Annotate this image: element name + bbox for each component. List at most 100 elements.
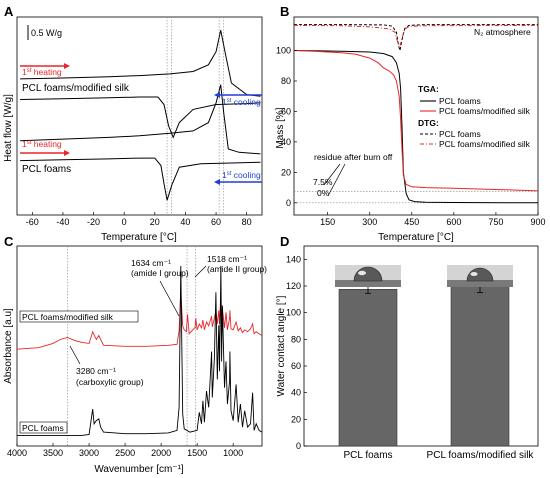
a-xtick-label-0: -60 xyxy=(26,217,39,227)
residue-arrow-2 xyxy=(327,163,346,197)
b-ytick-label-0: 0 xyxy=(286,198,291,208)
c-xtick-label-2: 3000 xyxy=(79,448,99,458)
b-xtick-label-4: 750 xyxy=(488,217,503,227)
curve-label-box-pcl xyxy=(19,421,68,434)
d-ytick-label-7: 140 xyxy=(286,254,301,264)
panel-a-y-label: Heat flow [W/g] xyxy=(3,94,14,162)
a-xtick-label-7: 80 xyxy=(242,217,252,227)
a-xtick-label-3: 0 xyxy=(122,217,127,227)
b-ytick-label-5: 100 xyxy=(276,46,291,56)
category-label-0: PCL foams xyxy=(343,450,392,461)
dsc-curve-1 xyxy=(20,96,261,139)
panel-b-residue-lines xyxy=(294,191,538,204)
a-xtick-label-5: 40 xyxy=(180,217,190,227)
d-ytick-label-0: 0 xyxy=(296,441,301,451)
d-ytick-label-2: 40 xyxy=(291,388,301,398)
panel-c-x-ticks: 4000 3500 3000 2500 2000 1500 1000 xyxy=(7,443,243,458)
droplet-image-silk xyxy=(447,265,513,287)
tga-curve-0 xyxy=(293,50,539,204)
heating-label-lower: 1st heating xyxy=(22,139,62,149)
panel-c-label: C xyxy=(4,234,14,249)
panel-b-ticks: 150 300 450 600 750 900 0 20 40 60 80 100 xyxy=(276,46,546,227)
b-xtick-label-0: 150 xyxy=(320,217,335,227)
b-ytick-label-1: 20 xyxy=(281,167,291,177)
b-ytick-label-4: 80 xyxy=(281,76,291,86)
heating-arrow-upper: 1st heating xyxy=(20,63,70,77)
legend-tga-silk: PCL foams/modified silk xyxy=(439,106,531,116)
dtg-curve-3 xyxy=(293,24,539,48)
panel-a: A -60 -40 -20 0 20 40 60 80 0.5 W/g 1st heating… xyxy=(3,4,263,243)
panel-a-x-label: Temperature [°C] xyxy=(101,232,177,243)
heating-arrow-lower: 1st heating xyxy=(20,139,70,156)
b-ytick-label-2: 40 xyxy=(281,137,291,147)
legend-tga-pcl: PCL foams xyxy=(439,96,481,106)
d-ytick-label-6: 120 xyxy=(286,281,301,291)
cooling-label-upper: 1st cooling xyxy=(222,97,261,107)
heating-label-upper: 1st heating xyxy=(22,67,62,77)
cooling-label-lower: 1st cooling xyxy=(222,170,261,180)
bar-1 xyxy=(450,285,510,447)
dsc-curve-2 xyxy=(20,84,261,155)
panel-b: B 150 300 450 600 750 900 0 20 40 60 80 100 N₂ atmo… xyxy=(275,4,546,243)
panel-b-y-label: Mass [%] xyxy=(275,107,286,148)
residue-arrow-1 xyxy=(323,163,341,186)
cooling-arrow-upper: 1st cooling xyxy=(214,92,262,107)
b-xtick-label-3: 600 xyxy=(446,217,461,227)
panel-d-frame xyxy=(303,245,539,447)
c-xtick-label-0: 4000 xyxy=(7,448,27,458)
d-ytick-label-1: 20 xyxy=(291,414,301,424)
panel-d-bars: PCL foams PCL foams/modified silk xyxy=(338,278,535,461)
panel-a-series xyxy=(20,30,261,201)
curve-label-silk-ftir: PCL foams/modified silk xyxy=(22,312,114,322)
d-ytick-label-4: 80 xyxy=(291,334,301,344)
panel-b-series xyxy=(293,24,539,204)
panel-c-y-label: Absorbance [a.u] xyxy=(3,308,14,384)
b-xtick-label-1: 300 xyxy=(362,217,377,227)
legend-dtg-pcl: PCL foams xyxy=(439,129,481,139)
curve-label-box-silk xyxy=(19,310,139,323)
residue-level-0: 0% xyxy=(317,188,330,198)
legend-dtg-title: DTG: xyxy=(418,118,439,128)
panel-c-series xyxy=(16,265,263,436)
a-xtick-label-2: -20 xyxy=(87,217,100,227)
panel-a-label: A xyxy=(4,4,14,19)
c-xtick-label-5: 1500 xyxy=(187,448,207,458)
curve-label-modified-silk: PCL foams/modified silk xyxy=(22,83,130,94)
c-xtick-label-6: 1000 xyxy=(223,448,243,458)
c-xtick-label-3: 2500 xyxy=(115,448,135,458)
panel-a-guide-lines xyxy=(166,17,225,215)
panel-d-label: D xyxy=(280,234,289,249)
residue-level-7-5: 7.5% xyxy=(313,177,333,187)
panel-b-label: B xyxy=(280,4,289,19)
panel-a-x-ticks: -60 -40 -20 0 20 40 60 80 xyxy=(26,212,252,227)
a-xtick-label-4: 20 xyxy=(150,217,160,227)
c-xtick-label-4: 2000 xyxy=(151,448,171,458)
category-label-1: PCL foams/modified silk xyxy=(427,450,535,461)
legend-dtg-silk: PCL foams/modified silk xyxy=(439,139,531,149)
droplet-image-pcl xyxy=(335,265,401,287)
ftir-curve-1 xyxy=(17,265,263,436)
peak-3280-desc: (carboxylic group) xyxy=(76,377,144,387)
dtg-curve-2 xyxy=(294,24,538,51)
panel-c-frame xyxy=(16,245,263,447)
panel-d-y-ticks: 0 20 40 60 80 100 120 140 xyxy=(286,254,307,451)
ftir-curve-0 xyxy=(16,290,263,350)
panel-b-x-label: Temperature [°C] xyxy=(378,232,454,243)
peak-1518-desc: (amide II group) xyxy=(207,264,267,274)
dsc-curve-0 xyxy=(20,30,261,97)
d-ytick-label-3: 60 xyxy=(291,361,301,371)
panel-b-legend: TGA: PCL foams PCL foams/modified silk D… xyxy=(418,84,531,149)
a-xtick-label-1: -40 xyxy=(56,217,69,227)
cooling-arrow-lower: 1st cooling xyxy=(214,170,262,185)
atmosphere-label: N₂ atmosphere xyxy=(474,27,531,37)
panel-c-guide-lines xyxy=(67,246,197,446)
peak-1518-label: 1518 cm⁻¹ xyxy=(207,254,247,264)
panel-c-x-label: Wavenumber [cm⁻¹] xyxy=(94,464,184,475)
peak-3280-label: 3280 cm⁻¹ xyxy=(76,366,116,376)
tga-curve-1 xyxy=(293,50,539,192)
panel-d-y-label: Water contact angle [°] xyxy=(276,295,287,396)
panel-b-frame xyxy=(293,16,539,216)
bar-0 xyxy=(338,289,398,447)
peak-1634-arrow xyxy=(159,280,180,317)
